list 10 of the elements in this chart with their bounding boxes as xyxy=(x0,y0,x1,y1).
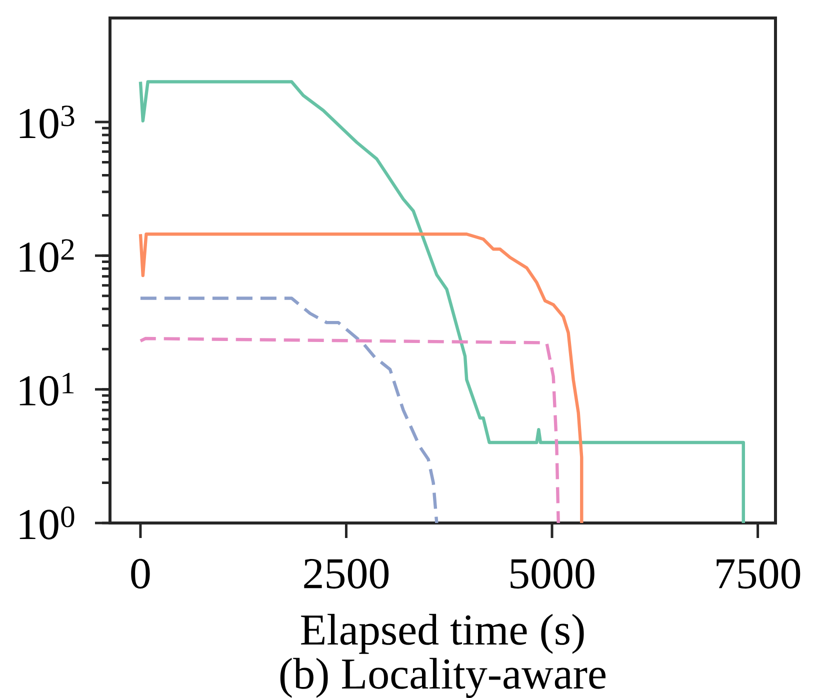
y-tick-label: 10$^{2}$ xyxy=(20,239,74,272)
text: (b) Locality-aware xyxy=(280,658,606,698)
x-tick-label: 5000 xyxy=(510,558,594,589)
y-tick-label: 10$^{0}$ xyxy=(20,506,74,540)
x-tick-label: 0 xyxy=(131,558,150,589)
x-tick-label: 2500 xyxy=(304,558,389,589)
x-tick-label: 7500 xyxy=(716,558,800,589)
x-axis-title: Elapsed time (s) xyxy=(301,614,584,654)
y-tick-label: 10$^{3}$ xyxy=(20,106,74,138)
y-tick-label: 10$^{1}$ xyxy=(20,372,74,406)
